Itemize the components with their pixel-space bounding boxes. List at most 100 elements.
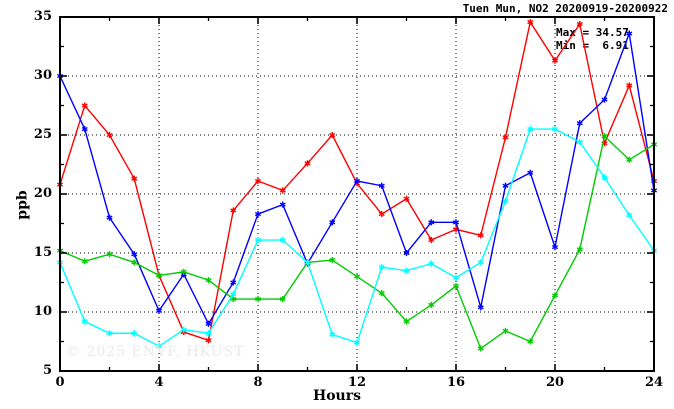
data-point xyxy=(180,268,187,275)
data-point xyxy=(180,326,187,333)
data-point xyxy=(576,120,583,127)
data-point xyxy=(205,277,212,284)
data-point xyxy=(131,175,138,182)
data-point xyxy=(279,236,286,244)
data-point xyxy=(205,337,212,344)
data-point xyxy=(254,210,262,218)
data-point xyxy=(551,244,559,251)
data-point xyxy=(576,138,583,146)
series-20200922 xyxy=(56,126,658,350)
data-point xyxy=(131,330,138,337)
data-point xyxy=(353,177,361,185)
data-point xyxy=(403,195,410,202)
data-point xyxy=(131,259,138,266)
data-point xyxy=(279,187,286,194)
data-point xyxy=(378,290,385,297)
data-point xyxy=(403,267,410,274)
data-point xyxy=(378,182,385,189)
data-point xyxy=(106,330,113,337)
series-20200920 xyxy=(56,30,658,327)
data-point xyxy=(81,126,88,133)
data-point xyxy=(329,331,336,338)
data-point xyxy=(279,295,286,303)
x-tick-label: 12 xyxy=(347,375,367,390)
data-point xyxy=(576,246,583,253)
y-tick-label: 30 xyxy=(33,68,52,83)
data-point xyxy=(551,57,559,64)
data-point xyxy=(131,251,138,258)
data-point xyxy=(254,295,262,303)
data-point xyxy=(403,318,410,325)
data-point xyxy=(626,212,633,219)
chart-title: Tuen Mun, NO2 20200919-20200922 xyxy=(462,2,668,15)
data-point xyxy=(601,174,608,181)
y-tick-label: 5 xyxy=(42,363,52,378)
x-axis-label: Hours xyxy=(312,388,361,404)
data-point xyxy=(329,219,336,226)
data-point xyxy=(155,343,163,350)
data-point xyxy=(329,256,336,264)
x-tick-label: 0 xyxy=(55,375,65,390)
data-point xyxy=(254,177,262,185)
data-point xyxy=(254,236,262,244)
data-point xyxy=(81,318,88,325)
data-point xyxy=(551,292,559,299)
data-point xyxy=(502,197,509,205)
data-point xyxy=(527,169,534,176)
data-point xyxy=(502,327,509,334)
y-tick-label: 20 xyxy=(33,186,52,201)
data-point xyxy=(230,291,237,298)
data-point xyxy=(477,304,484,311)
data-point xyxy=(452,282,460,290)
data-point xyxy=(477,232,484,239)
y-tick-label: 10 xyxy=(33,304,52,319)
data-point xyxy=(378,264,385,271)
data-point xyxy=(378,210,385,218)
data-point xyxy=(155,307,163,314)
data-point xyxy=(106,251,113,258)
y-tick-label: 15 xyxy=(33,245,52,260)
data-point xyxy=(527,338,534,345)
data-point xyxy=(527,126,534,133)
data-point xyxy=(626,156,633,163)
data-point xyxy=(428,301,435,309)
data-point xyxy=(502,134,509,141)
data-point xyxy=(81,258,88,265)
data-point xyxy=(205,330,212,337)
x-tick-label: 4 xyxy=(154,375,164,390)
max-annotation: Max = 34.57 xyxy=(556,26,629,39)
y-tick-label: 35 xyxy=(33,9,52,24)
data-point xyxy=(353,339,361,346)
data-point xyxy=(428,260,435,267)
data-point xyxy=(601,133,608,140)
data-point xyxy=(106,131,113,139)
series-line xyxy=(59,134,655,350)
x-tick-label: 24 xyxy=(644,375,664,390)
data-point xyxy=(452,274,460,281)
data-point xyxy=(626,30,633,37)
data-point xyxy=(81,102,88,109)
data-point xyxy=(279,201,286,208)
data-point xyxy=(403,249,410,257)
y-tick-label: 25 xyxy=(33,127,52,142)
data-point xyxy=(230,207,237,214)
data-point xyxy=(428,236,435,244)
x-tick-label: 20 xyxy=(545,375,565,390)
x-tick-label: 16 xyxy=(446,375,466,390)
x-tick-label: 8 xyxy=(253,375,263,390)
data-point xyxy=(106,214,113,221)
data-point xyxy=(329,131,336,139)
data-point xyxy=(304,160,311,167)
data-point xyxy=(428,219,435,226)
data-point xyxy=(155,272,163,279)
data-point xyxy=(230,279,237,286)
data-point xyxy=(551,126,559,133)
data-point xyxy=(601,96,608,103)
data-point xyxy=(527,18,534,26)
data-point xyxy=(576,20,583,28)
data-point xyxy=(477,259,484,266)
data-point xyxy=(205,320,212,327)
data-point xyxy=(626,82,633,89)
